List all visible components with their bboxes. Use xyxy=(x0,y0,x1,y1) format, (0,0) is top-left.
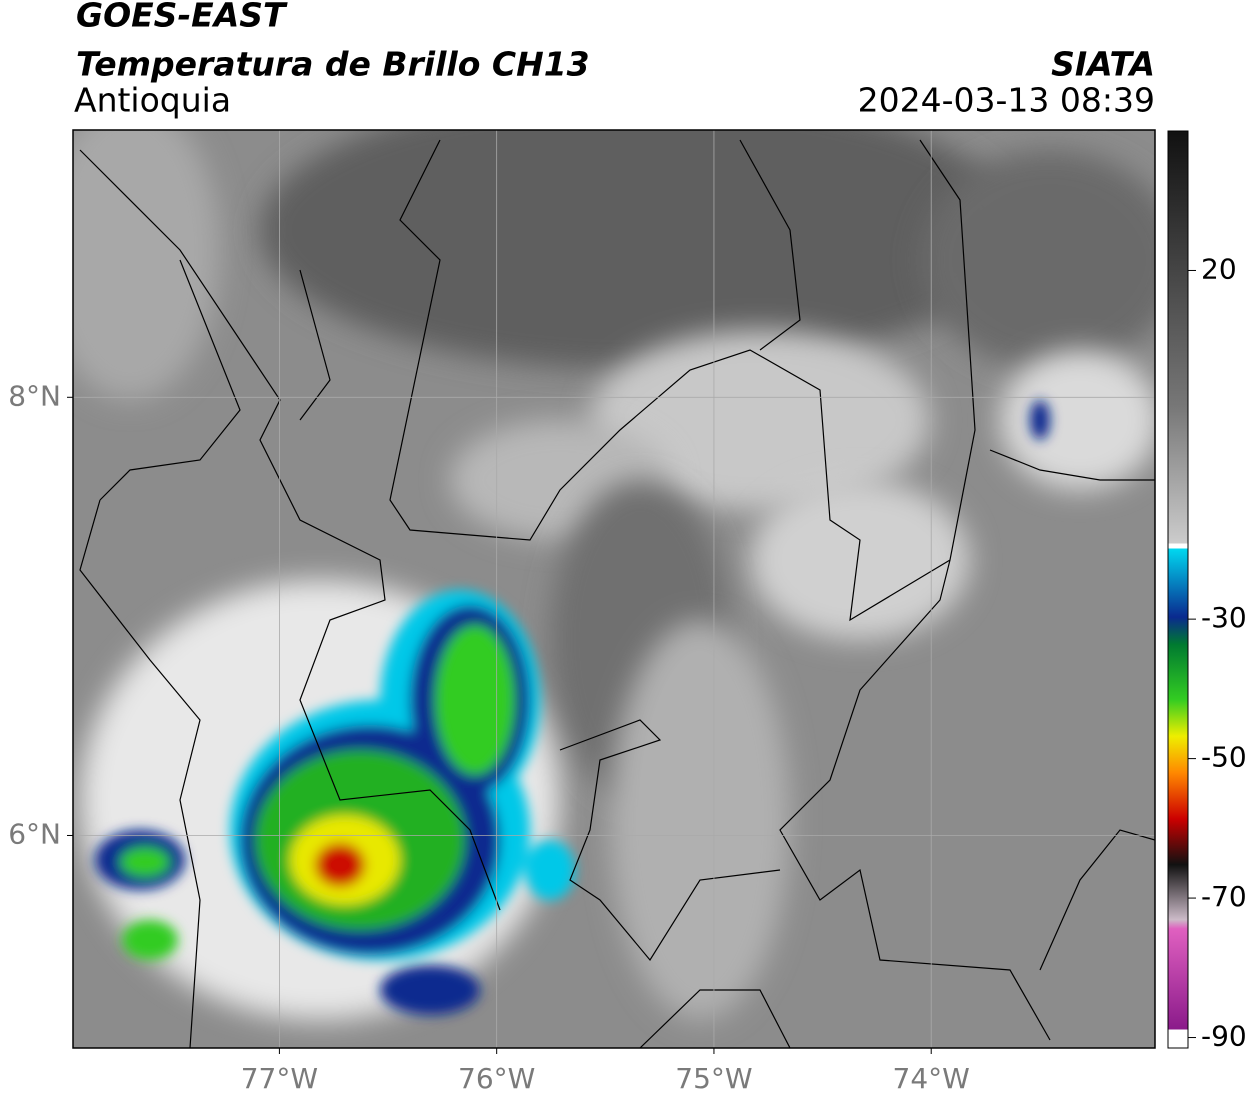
y-tick-label: 8°N xyxy=(8,379,61,412)
x-tick-label: 77°W xyxy=(241,1062,318,1095)
border xyxy=(99,259,241,501)
border xyxy=(79,149,501,911)
source: SIATA xyxy=(1051,45,1155,84)
colorbar-tick-label: -30 xyxy=(1201,601,1247,634)
border xyxy=(779,559,1051,1041)
border xyxy=(1039,829,1155,971)
colorbar-tick-label: -90 xyxy=(1201,1020,1247,1053)
haze xyxy=(610,620,790,1020)
storm-layer xyxy=(525,840,575,900)
storm xyxy=(95,400,1050,1015)
border xyxy=(639,989,791,1048)
cloud xyxy=(590,330,930,510)
datetime: 2024-03-13 08:39 xyxy=(858,81,1155,120)
colorbar xyxy=(1167,130,1189,1049)
cloud xyxy=(73,130,220,400)
y-tick-label: 6°N xyxy=(8,817,61,850)
storm-layer xyxy=(315,843,365,887)
cloud xyxy=(750,480,970,640)
border xyxy=(989,449,1155,481)
border xyxy=(299,269,331,421)
cloud xyxy=(920,150,1155,370)
subtitle: Temperatura de Brillo CH13 xyxy=(76,45,590,84)
storm-layer xyxy=(1030,400,1050,440)
border xyxy=(389,139,976,622)
x-tick-label: 76°W xyxy=(458,1062,535,1095)
map-frame xyxy=(72,129,1156,1049)
title: GOES-EAST xyxy=(76,0,288,35)
storm-layer xyxy=(435,625,515,775)
border xyxy=(79,499,201,1048)
borders xyxy=(79,139,1155,1048)
border xyxy=(559,719,781,962)
imagery xyxy=(73,130,1155,1048)
storm-layer xyxy=(380,965,480,1015)
colorbar-tick-label: 20 xyxy=(1201,252,1237,285)
cloud xyxy=(1000,350,1155,490)
grid xyxy=(73,130,1155,1048)
storm-layer xyxy=(120,847,170,877)
x-tick-label: 74°W xyxy=(893,1062,970,1095)
cloud xyxy=(260,130,1020,370)
storm-layer xyxy=(122,920,178,960)
region: Antioquia xyxy=(74,81,231,120)
colorbar-tick-label: -50 xyxy=(1201,741,1247,774)
ticks: 77°W 76°W 75°W 74°W 8°N 6°N 20 -30 -50 -70 -90 xyxy=(8,252,1247,1095)
x-tick-label: 75°W xyxy=(675,1062,752,1095)
colorbar-tick-label: -70 xyxy=(1201,880,1247,913)
border xyxy=(739,139,801,351)
